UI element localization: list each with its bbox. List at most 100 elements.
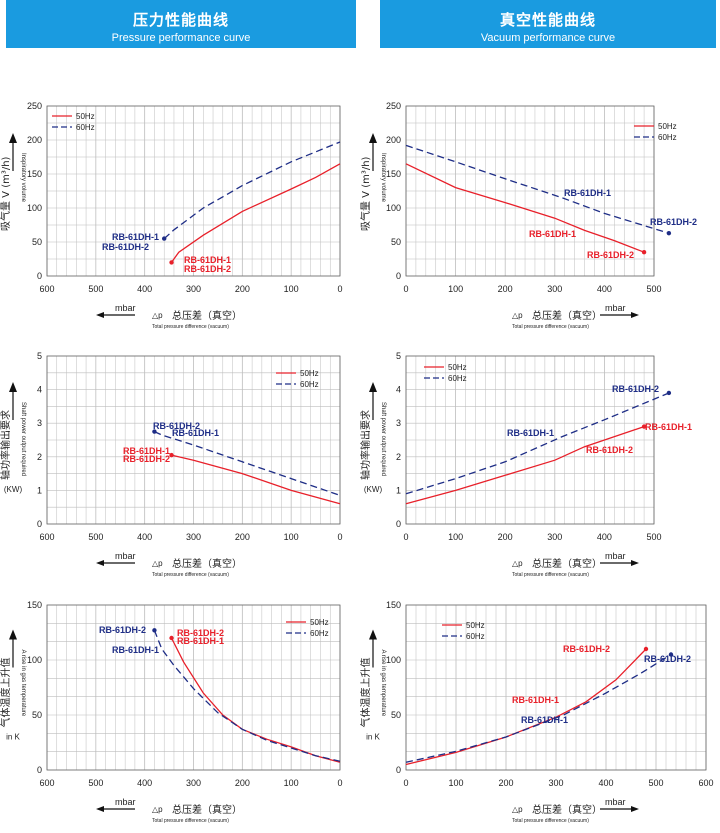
plot-frame <box>405 604 707 771</box>
x-axis-label-zh: 总压差（真空） <box>172 557 242 570</box>
y-tick-label: 50 <box>32 237 42 247</box>
model-annotation: RB-61DH-2 <box>644 654 691 664</box>
y-axis-arrowhead <box>9 133 17 143</box>
x-tick-label: 400 <box>137 284 152 294</box>
x-axis-arrowhead <box>631 806 639 812</box>
y-tick-label: 2 <box>396 452 401 462</box>
y-axis-label-en: Inspiratory volume <box>380 153 386 203</box>
model-annotation: RB-61DH-2 <box>123 454 170 464</box>
x-tick-label: 100 <box>448 778 463 788</box>
model-annotation: RB-61DH-1 <box>123 446 170 456</box>
chart-vacuum-power: 0 1 2 3 4 5 0 100 200 300 400 500 50Hz 60Hz RB-61DH-2 R… <box>359 351 692 578</box>
model-annotation: RB-61DH-1 <box>507 428 554 438</box>
x-axis-unit: mbar <box>115 303 136 313</box>
model-annotation: RB-61DH-2 <box>177 628 224 638</box>
model-annotation: RB-61DH-1 <box>177 636 224 646</box>
model-annotation: RB-61DH-1 <box>512 695 559 705</box>
y-axis-arrowhead <box>9 629 17 640</box>
y-tick-label: 0 <box>396 271 401 281</box>
model-annotation: RB-61DH-2 <box>102 242 149 252</box>
series-line-60Hz <box>163 141 341 240</box>
y-tick-label: 100 <box>27 203 42 213</box>
y-tick-label: 50 <box>391 237 401 247</box>
x-axis-arrowhead <box>96 806 104 812</box>
legend-label: 50Hz <box>76 112 95 121</box>
x-tick-label: 100 <box>448 532 463 542</box>
y-tick-label: 150 <box>386 169 401 179</box>
x-axis-unit: mbar <box>605 797 626 807</box>
series-end-marker <box>668 652 674 657</box>
series-line-50Hz <box>405 163 645 253</box>
series-end-marker <box>666 390 672 396</box>
x-tick-label: 600 <box>698 778 713 788</box>
legend-label: 60Hz <box>658 133 677 142</box>
x-tick-label: 500 <box>646 284 661 294</box>
x-tick-label: 0 <box>337 284 342 294</box>
x-axis-unit: mbar <box>605 551 626 561</box>
chart-pressure-flow: 0 50 100 150 200 250 600 500 400 300 200 100 0 50Hz 60… <box>0 101 343 330</box>
legend-label: 60Hz <box>310 629 329 638</box>
y-axis-label-en: A rise in gas temperature <box>380 650 386 717</box>
model-annotation: RB-61DH-1 <box>112 232 159 242</box>
y-tick-label: 0 <box>37 271 42 281</box>
x-axis-delta: △p <box>512 559 523 568</box>
y-tick-label: 250 <box>27 101 42 111</box>
y-axis-label-zh: 气体温度上升值 <box>0 658 12 728</box>
y-axis-label-en: Shaft power output required <box>20 402 26 476</box>
pressure-banner-title-zh: 压力性能曲线 <box>132 11 229 29</box>
x-tick-label: 200 <box>498 284 513 294</box>
y-tick-label: 50 <box>391 710 401 720</box>
model-annotation: RB-61DH-2 <box>586 445 633 455</box>
series-line-50Hz <box>170 163 341 263</box>
y-axis-unit: (KW) <box>4 485 23 494</box>
series-end-marker <box>641 424 647 429</box>
y-axis-label-zh: 轴功率输出要求 <box>359 410 372 480</box>
x-tick-label: 100 <box>284 778 299 788</box>
y-tick-label: 100 <box>27 655 42 665</box>
model-annotation: RB-61DH-2 <box>612 384 659 394</box>
y-tick-label: 100 <box>386 655 401 665</box>
x-axis-delta: △p <box>152 559 163 568</box>
y-axis-arrowhead <box>369 133 377 143</box>
x-tick-label: 400 <box>137 778 152 788</box>
x-axis-unit: mbar <box>605 303 626 313</box>
x-tick-label: 300 <box>547 532 562 542</box>
y-tick-label: 0 <box>396 519 401 529</box>
plot-frame <box>405 105 655 277</box>
y-tick-label: 0 <box>37 519 42 529</box>
x-tick-label: 200 <box>235 778 250 788</box>
y-tick-label: 150 <box>27 600 42 610</box>
chart-vacuum-flow: 0 50 100 150 200 250 0 100 200 300 400 500 50Hz 60Hz R… <box>359 101 697 330</box>
model-annotation: RB-61DH-1 <box>521 715 568 725</box>
model-annotation: RB-61DH-2 <box>153 421 200 431</box>
model-annotation: RB-61DH-2 <box>650 217 697 227</box>
legend-label: 50Hz <box>300 369 319 378</box>
series-end-marker <box>152 429 157 434</box>
y-axis-arrowhead <box>9 382 17 392</box>
x-axis-delta: △p <box>152 311 163 320</box>
pressure-banner: 压力性能曲线 Pressure performance curve <box>6 0 356 48</box>
y-tick-label: 4 <box>396 385 401 395</box>
x-axis-label-zh: 总压差（真空） <box>532 557 602 570</box>
model-annotation: RB-61DH-1 <box>645 422 692 432</box>
y-axis-arrowhead <box>369 382 377 392</box>
x-tick-label: 300 <box>186 532 201 542</box>
y-tick-label: 3 <box>37 418 42 428</box>
legend-label: 60Hz <box>466 632 485 641</box>
x-tick-label: 300 <box>186 778 201 788</box>
x-tick-label: 400 <box>598 778 613 788</box>
plot-frame <box>46 105 341 277</box>
x-axis-arrowhead <box>96 312 104 318</box>
x-axis-arrowhead <box>631 560 639 566</box>
x-axis-label-en: Total pressure difference (vacuum) <box>152 818 229 824</box>
x-axis-label-en: Total pressure difference (vacuum) <box>152 324 229 330</box>
x-axis-delta: △p <box>512 805 523 814</box>
x-tick-label: 500 <box>88 778 103 788</box>
legend-label: 50Hz <box>658 122 677 131</box>
x-tick-label: 400 <box>597 284 612 294</box>
y-tick-label: 250 <box>386 101 401 111</box>
x-axis-label-zh: 总压差（真空） <box>532 309 602 322</box>
y-tick-label: 1 <box>396 485 401 495</box>
series-end-marker <box>169 635 174 641</box>
